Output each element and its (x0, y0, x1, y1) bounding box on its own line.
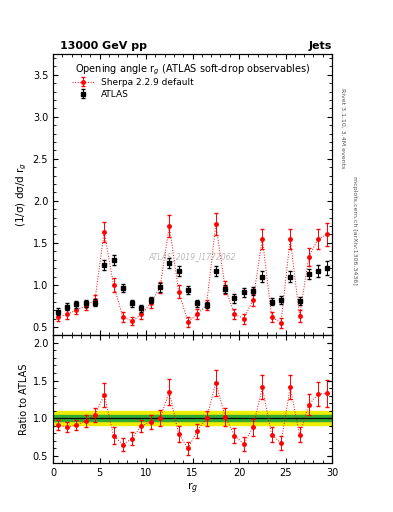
Text: mcplots.cern.ch [arXiv:1306.3436]: mcplots.cern.ch [arXiv:1306.3436] (352, 176, 357, 285)
X-axis label: r$_g$: r$_g$ (187, 481, 198, 497)
Bar (53, 412, 332, 425)
Text: Opening angle r$_g$ (ATLAS soft-drop observables): Opening angle r$_g$ (ATLAS soft-drop obs… (75, 62, 310, 77)
Bar (53, 415, 332, 421)
Text: 13000 GeV pp: 13000 GeV pp (60, 41, 147, 51)
Y-axis label: Ratio to ATLAS: Ratio to ATLAS (18, 364, 29, 435)
Legend: Sherpa 2.2.9 default, ATLAS: Sherpa 2.2.9 default, ATLAS (72, 78, 194, 99)
Text: Jets: Jets (309, 41, 332, 51)
Text: Rivet 3.1.10, 3.4M events: Rivet 3.1.10, 3.4M events (340, 88, 345, 168)
Text: ATLAS_2019_I1772062: ATLAS_2019_I1772062 (149, 252, 236, 261)
Y-axis label: (1/σ) dσ/d r$_g$: (1/σ) dσ/d r$_g$ (14, 162, 29, 227)
